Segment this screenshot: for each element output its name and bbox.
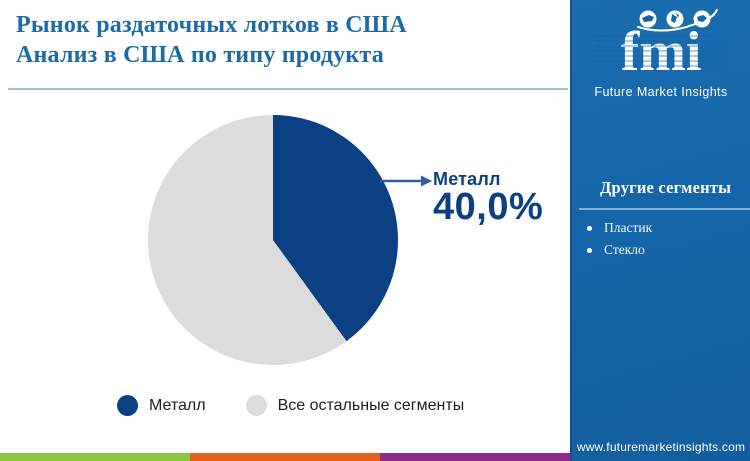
fmi-logo: fmi Future Market Insights (572, 6, 750, 99)
callout-arrow-icon (380, 175, 432, 187)
list-item: Стекло (587, 242, 750, 258)
segment-list: Пластик Стекло (572, 220, 750, 258)
svg-text:fmi: fmi (621, 21, 702, 82)
section-divider (579, 208, 750, 210)
chart-legend: Металл Все остальные сегменты (117, 395, 464, 416)
list-item: Пластик (587, 220, 750, 236)
legend-swatch (117, 395, 138, 416)
bullet-icon (587, 247, 592, 253)
website-link[interactable]: www.futuremarketinsights.com (576, 440, 746, 454)
list-item-label: Пластик (604, 220, 653, 235)
callout-label: Металл (433, 169, 501, 189)
legend-item-metal: Металл (117, 395, 206, 416)
legend-label: Все остальные сегменты (277, 396, 465, 414)
title-divider (8, 88, 568, 90)
callout-value: 40,0% (433, 186, 544, 228)
fmi-logo-icon: fmi (594, 9, 728, 83)
legend-swatch (245, 395, 267, 416)
legend-item-others: Все остальные сегменты (245, 395, 465, 416)
bullet-icon (587, 225, 592, 231)
list-item-label: Стекло (604, 242, 645, 257)
page-title-line1: Рынок раздаточных лотков в США (16, 12, 407, 38)
page-title: Рынок раздаточных лотков в США Анализ в … (16, 10, 407, 70)
other-segments-section: Другие сегменты Пластик Стекло (572, 178, 750, 264)
fmi-logo-subtext: Future Market Insights (594, 85, 728, 99)
pie-chart (148, 115, 398, 365)
footer-stripe-0 (0, 453, 190, 461)
page-title-line2: Анализ в США по типу продукта (16, 42, 384, 68)
footer-color-stripes (0, 453, 570, 461)
footer-stripe-1 (190, 453, 380, 461)
legend-label: Металл (149, 396, 206, 414)
footer-stripe-2 (380, 453, 570, 461)
section-title: Другие сегменты (600, 178, 732, 197)
pie-callout: Металл 40,0% (433, 169, 544, 228)
sidebar: fmi Future Market Insights Другие сегмен… (570, 0, 750, 461)
chart-area: Рынок раздаточных лотков в США Анализ в … (0, 10, 570, 461)
